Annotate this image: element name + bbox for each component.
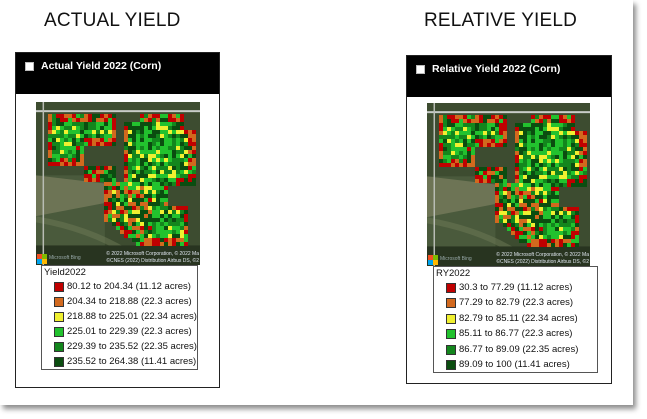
legend-item: 229.39 to 235.52 (22.35 acres) — [54, 340, 197, 353]
legend-swatch — [54, 296, 64, 307]
legend-label: 80.12 to 204.34 (11.12 acres) — [67, 281, 191, 292]
layer-toggle-checkbox[interactable] — [416, 65, 425, 74]
microsoft-logo-icon — [428, 255, 438, 265]
legend-label: 77.29 to 82.79 (22.3 acres) — [459, 297, 574, 308]
legend-swatch — [446, 359, 456, 370]
legend-swatch — [54, 341, 64, 352]
microsoft-logo-icon — [37, 254, 47, 264]
legend-swatch — [446, 297, 456, 308]
legend-item: 85.11 to 86.77 (22.3 acres) — [446, 327, 572, 340]
legend-label: 235.52 to 264.38 (11.41 acres) — [67, 356, 197, 367]
legend-swatch — [446, 282, 456, 293]
legend-swatch — [54, 281, 64, 292]
map-attribution: © 2022 Microsoft Corporation, © 2022 Ma … — [106, 251, 199, 264]
legend-swatch — [446, 313, 456, 324]
section-title-relative-yield: RELATIVE YIELD — [424, 10, 578, 31]
legend-item: 225.01 to 229.39 (22.3 acres) — [54, 325, 192, 338]
map-logo-text: Microsoft Bing — [440, 256, 472, 262]
panel-title: Actual Yield 2022 (Corn) — [41, 60, 162, 72]
legend-swatch — [54, 326, 64, 337]
panel-header: Relative Yield 2022 (Corn) — [407, 56, 611, 97]
screenshot-card: ACTUAL YIELD Actual Yield 2022 (Corn) Mi… — [15, 10, 612, 388]
legend-item: 235.52 to 264.38 (11.41 acres) — [54, 355, 196, 368]
legend-item: 82.79 to 85.11 (22.34 acres) — [446, 312, 578, 325]
legend-item: 80.12 to 204.34 (11.12 acres) — [54, 280, 191, 293]
legend-item: 89.09 to 100 (11.41 acres) — [446, 358, 570, 371]
attribution-line-1: © 2022 Microsoft Corporation, © 2022 Ma — [106, 251, 199, 257]
yield-map[interactable]: Microsoft Bing © 2022 Microsoft Corporat… — [427, 103, 590, 266]
panel-title: Relative Yield 2022 (Corn) — [432, 63, 561, 75]
attribution-line-1: © 2022 Microsoft Corporation, © 2022 Ma — [496, 252, 589, 258]
legend-label: 82.79 to 85.11 (22.34 acres) — [459, 313, 578, 324]
legend-label: 30.3 to 77.29 (11.12 acres) — [459, 282, 573, 293]
legend-item: 86.77 to 89.09 (22.35 acres) — [446, 343, 578, 356]
legend-swatch — [54, 356, 64, 367]
legend-swatch — [446, 344, 456, 355]
actual-yield-panel: Actual Yield 2022 (Corn) Microsoft Bing … — [15, 52, 220, 388]
legend-item: 77.29 to 82.79 (22.3 acres) — [446, 296, 573, 309]
legend-label: 85.11 to 86.77 (22.3 acres) — [459, 328, 573, 339]
legend-label: 86.77 to 89.09 (22.35 acres) — [459, 344, 579, 355]
yield-legend: RY2022 30.3 to 77.29 (11.12 acres) 77.29… — [433, 266, 598, 373]
relative-yield-panel: Relative Yield 2022 (Corn) Microsoft Bin… — [406, 55, 612, 384]
legend-swatch — [54, 311, 64, 322]
legend-swatch — [446, 328, 456, 339]
panel-header: Actual Yield 2022 (Corn) — [16, 53, 219, 94]
yield-map-image — [36, 102, 200, 265]
layer-toggle-checkbox[interactable] — [25, 62, 34, 71]
legend-item: 218.88 to 225.01 (22.34 acres) — [54, 310, 197, 323]
yield-map-image — [427, 103, 590, 266]
map-logo-text: Microsoft Bing — [49, 255, 81, 261]
legend-label: 204.34 to 218.88 (22.3 acres) — [67, 296, 192, 307]
legend-title: RY2022 — [436, 268, 471, 279]
legend-label: 89.09 to 100 (11.41 acres) — [459, 359, 570, 370]
yield-map[interactable]: Microsoft Bing © 2022 Microsoft Corporat… — [36, 102, 200, 265]
map-attribution: © 2022 Microsoft Corporation, © 2022 Ma … — [496, 252, 589, 265]
legend-label: 225.01 to 229.39 (22.3 acres) — [67, 326, 192, 337]
legend-label: 218.88 to 225.01 (22.34 acres) — [67, 311, 197, 322]
attribution-line-2: ©CNES (2022) Distribution Airbus DS, ©2 — [106, 257, 199, 264]
legend-item: 30.3 to 77.29 (11.12 acres) — [446, 281, 572, 294]
legend-item: 204.34 to 218.88 (22.3 acres) — [54, 295, 192, 308]
yield-legend: Yield2022 80.12 to 204.34 (11.12 acres) … — [41, 265, 198, 370]
legend-title: Yield2022 — [44, 267, 86, 278]
attribution-line-2: ©CNES (2022) Distribution Airbus DS, ©2 — [496, 258, 589, 265]
section-title-actual-yield: ACTUAL YIELD — [44, 10, 181, 31]
legend-label: 229.39 to 235.52 (22.35 acres) — [67, 341, 197, 352]
